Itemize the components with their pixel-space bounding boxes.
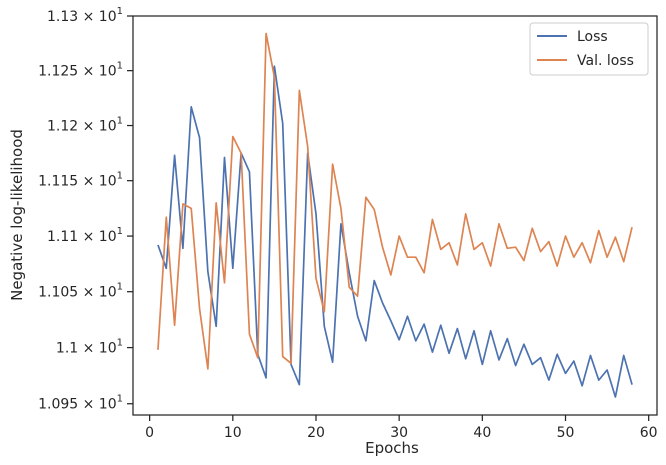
legend-label-val-loss: Val. loss bbox=[577, 53, 634, 69]
y-tick-multiplier: × 10 bbox=[83, 119, 117, 135]
y-tick-exponent: 1 bbox=[117, 6, 123, 17]
x-axis-label: Epochs bbox=[365, 439, 419, 457]
legend: Loss Val. loss bbox=[529, 22, 649, 76]
x-tick-label: 10 bbox=[224, 425, 242, 441]
x-axis-ticks: 0 10 20 30 40 50 60 bbox=[145, 415, 658, 441]
y-tick-exponent: 1 bbox=[117, 282, 123, 293]
y-tick-multiplier: × 10 bbox=[83, 174, 117, 190]
series-line-val-loss bbox=[157, 32, 633, 370]
y-tick-multiplier: × 10 bbox=[83, 341, 117, 357]
y-tick-mantissa: 1.125 bbox=[38, 64, 83, 80]
y-tick-mantissa: 1.095 bbox=[38, 397, 83, 413]
y-tick-multiplier: × 10 bbox=[83, 229, 117, 245]
y-tick-exponent: 1 bbox=[117, 171, 123, 182]
series-line-loss bbox=[157, 65, 633, 398]
y-tick-label: 1.125 × 101 bbox=[38, 61, 123, 80]
y-tick-mantissa: 1.115 bbox=[38, 174, 83, 190]
x-tick-label: 0 bbox=[145, 425, 154, 441]
y-tick-multiplier: × 10 bbox=[83, 9, 117, 25]
plot-frame bbox=[132, 15, 658, 416]
y-tick-label: 1.13 × 101 bbox=[47, 6, 123, 25]
y-tick-label: 1.115 × 101 bbox=[38, 171, 123, 190]
y-tick-multiplier: × 10 bbox=[83, 64, 117, 80]
y-tick-exponent: 1 bbox=[117, 226, 123, 237]
y-tick-mantissa: 1.11 bbox=[47, 229, 83, 245]
legend-label-loss: Loss bbox=[577, 29, 608, 45]
y-tick-multiplier: × 10 bbox=[83, 397, 117, 413]
x-tick-label: 50 bbox=[557, 425, 575, 441]
y-tick-label: 1.105 × 101 bbox=[38, 282, 123, 301]
series-lines bbox=[157, 32, 633, 398]
y-tick-label: 1.12 × 101 bbox=[47, 116, 123, 135]
x-tick-label: 60 bbox=[640, 425, 658, 441]
y-tick-exponent: 1 bbox=[117, 116, 123, 127]
y-tick-label: 1.095 × 101 bbox=[38, 394, 123, 413]
x-tick-label: 40 bbox=[473, 425, 491, 441]
y-tick-exponent: 1 bbox=[117, 394, 123, 405]
y-tick-label: 1.1 × 101 bbox=[56, 338, 123, 357]
y-tick-label: 1.11 × 101 bbox=[47, 226, 123, 245]
y-tick-exponent: 1 bbox=[117, 338, 123, 349]
y-tick-mantissa: 1.105 bbox=[38, 285, 83, 301]
y-tick-mantissa: 1.12 bbox=[47, 119, 83, 135]
y-tick-mantissa: 1.13 bbox=[47, 9, 83, 25]
x-tick-label: 30 bbox=[390, 425, 408, 441]
x-tick-label: 20 bbox=[307, 425, 325, 441]
y-tick-multiplier: × 10 bbox=[83, 285, 117, 301]
y-tick-mantissa: 1.1 bbox=[56, 341, 83, 357]
y-axis-label: Negative log-likelihood bbox=[8, 129, 26, 301]
y-tick-exponent: 1 bbox=[117, 61, 123, 72]
